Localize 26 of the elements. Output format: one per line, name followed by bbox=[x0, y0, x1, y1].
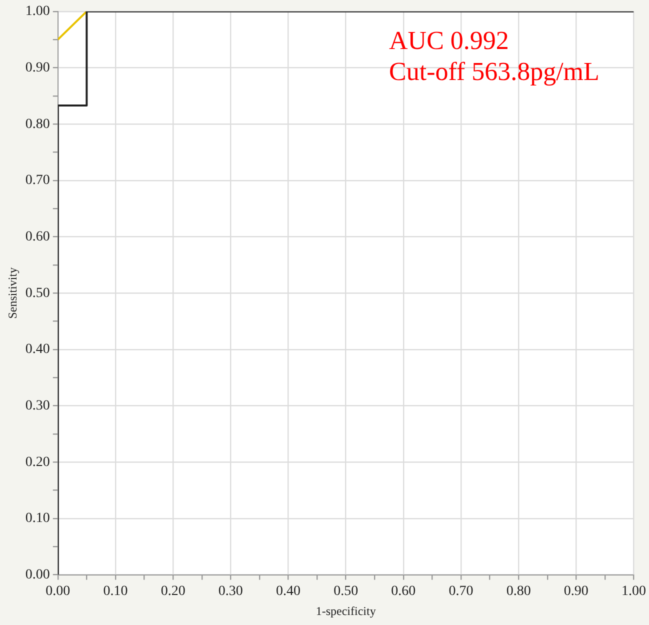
y-tick-label: 0.80 bbox=[25, 116, 50, 132]
y-tick-label: 0.50 bbox=[25, 286, 50, 301]
annotation: Cut-off 563.8pg/mL bbox=[389, 57, 600, 86]
x-tick-label: 0.40 bbox=[276, 584, 300, 599]
y-tick-label: 0.10 bbox=[25, 511, 50, 526]
x-tick-label: 0.50 bbox=[334, 584, 358, 599]
x-tick-label: 0.10 bbox=[103, 584, 128, 599]
y-axis-title: Sensitivity bbox=[5, 267, 20, 319]
y-tick-label: 0.90 bbox=[25, 60, 50, 76]
y-tick-label: 1.00 bbox=[25, 4, 50, 20]
x-tick-label: 0.90 bbox=[564, 584, 588, 599]
y-tick-label: 0.70 bbox=[25, 173, 50, 188]
y-tick-label: 0.60 bbox=[25, 229, 50, 244]
y-tick-label: 0.20 bbox=[25, 454, 50, 470]
y-tick-label: 0.00 bbox=[25, 567, 50, 582]
y-tick-label: 0.30 bbox=[25, 398, 50, 414]
x-tick-label: 0.60 bbox=[391, 584, 416, 599]
annotation: AUC 0.992 bbox=[389, 26, 509, 56]
x-tick-label: 1.00 bbox=[622, 584, 646, 599]
x-axis-title: 1-specificity bbox=[316, 604, 376, 618]
x-tick-label: 0.30 bbox=[218, 584, 243, 599]
x-tick-label: 0.00 bbox=[46, 584, 70, 599]
y-tick-label: 0.40 bbox=[25, 342, 50, 358]
x-tick-label: 0.70 bbox=[448, 584, 474, 599]
x-tick-label: 0.20 bbox=[160, 584, 186, 599]
x-tick-label: 0.80 bbox=[506, 584, 531, 599]
